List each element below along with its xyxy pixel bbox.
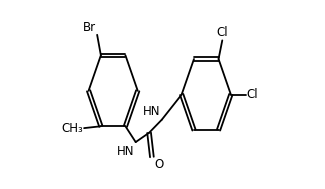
Text: Cl: Cl	[247, 88, 258, 101]
Text: HN: HN	[117, 145, 135, 158]
Text: O: O	[155, 158, 164, 171]
Text: CH₃: CH₃	[61, 122, 83, 135]
Text: Cl: Cl	[216, 26, 228, 40]
Text: HN: HN	[143, 105, 161, 118]
Text: Br: Br	[83, 21, 96, 34]
